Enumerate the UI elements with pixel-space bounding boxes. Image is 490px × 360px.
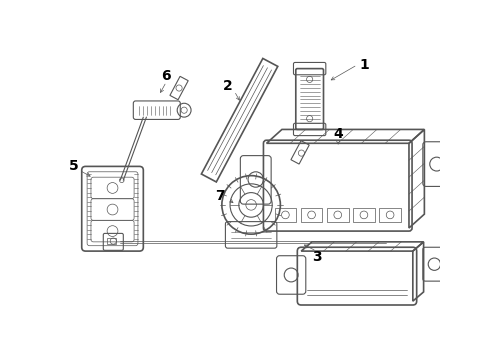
Bar [301,208,322,222]
Bar [170,76,188,100]
Bar [107,238,117,244]
Text: 4: 4 [333,127,343,141]
Bar [353,208,375,222]
Text: 1: 1 [360,58,369,72]
Bar [327,208,348,222]
Text: 3: 3 [312,250,321,264]
Bar [291,141,309,164]
Bar [274,208,296,222]
Text: 7: 7 [216,189,225,203]
Text: 5: 5 [69,159,79,174]
Text: 2: 2 [223,78,233,93]
Text: 6: 6 [162,68,171,82]
Bar [201,58,278,182]
Bar [379,208,401,222]
